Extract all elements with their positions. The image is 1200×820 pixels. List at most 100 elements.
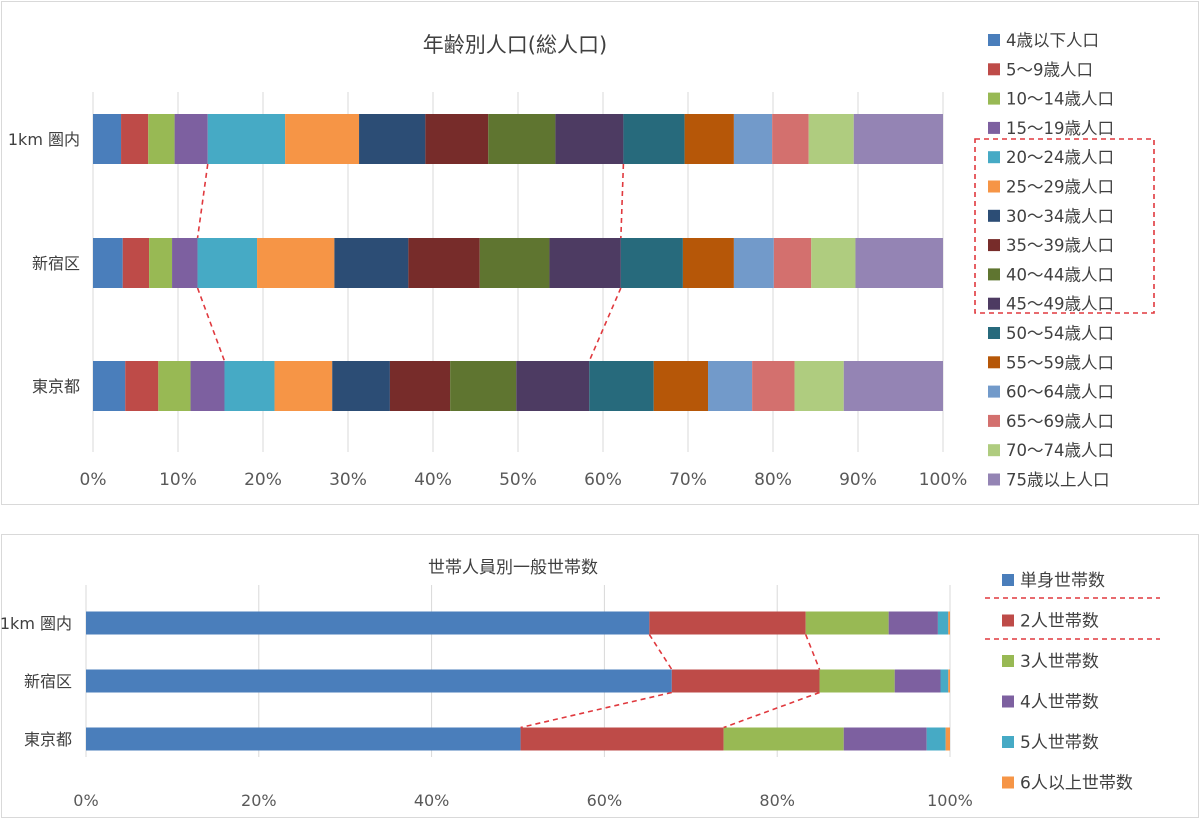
bar-segment: [682, 238, 734, 288]
x-tick-label: 100%: [927, 791, 973, 810]
bar-segment: [121, 114, 149, 164]
bar-segment: [122, 238, 150, 288]
chart-title: 年齢別人口(総人口): [423, 33, 607, 57]
legend-label: 2人世帯数: [1020, 612, 1099, 632]
bar-segment: [93, 238, 123, 288]
bar-segment: [733, 238, 774, 288]
bar-segment: [805, 611, 889, 635]
bar-segment: [723, 727, 844, 751]
legend-swatch: [988, 34, 1000, 46]
legend-label: 55～59歳人口: [1006, 353, 1114, 372]
bar-segment: [408, 238, 480, 288]
legend-label: 4人世帯数: [1020, 693, 1099, 713]
bar-segment: [93, 114, 122, 164]
category-label: 1km 圏内: [0, 614, 72, 633]
category-label: 新宿区: [32, 254, 80, 273]
bar-segment: [589, 361, 654, 411]
bar-segment: [671, 669, 820, 693]
bar-segment: [853, 114, 943, 164]
bar-segment: [623, 114, 685, 164]
legend-swatch: [1002, 655, 1014, 667]
comparison-guide-line: [196, 287, 226, 362]
bar-segment: [937, 611, 949, 635]
bar-segment: [190, 361, 225, 411]
bar-segment: [149, 238, 173, 288]
legend-swatch: [988, 356, 1000, 369]
bar-segment: [940, 669, 949, 693]
legend-swatch: [1002, 736, 1014, 748]
bar-segment: [773, 238, 812, 288]
bar-segment: [174, 114, 208, 164]
bar-segment: [808, 114, 854, 164]
bar-segment: [733, 114, 773, 164]
legend-swatch: [988, 473, 1000, 486]
category-label: 東京都: [32, 377, 80, 396]
bar-segment: [93, 361, 126, 411]
bar-segment: [620, 238, 683, 288]
x-tick-label: 80%: [759, 791, 795, 810]
bar-segment: [257, 238, 335, 288]
legend-swatch: [1002, 776, 1014, 789]
comparison-guide-line: [804, 634, 821, 670]
legend-label: 15～19歳人口: [1006, 119, 1114, 138]
x-tick-label: 20%: [244, 470, 282, 490]
bar-segment: [86, 669, 672, 693]
legend-swatch: [988, 209, 1000, 222]
bar-segment: [945, 727, 950, 751]
legend-label: 4歳以下人口: [1006, 31, 1099, 50]
bar-segment: [158, 361, 191, 411]
legend-label: 10～14歳人口: [1006, 90, 1114, 109]
x-tick-label: 20%: [241, 791, 277, 810]
x-tick-label: 30%: [329, 470, 367, 490]
bar-segment: [389, 361, 451, 411]
bar-segment: [516, 361, 590, 411]
bar-segment: [148, 114, 175, 164]
legend-swatch: [988, 121, 1000, 134]
bar-segment: [520, 727, 724, 751]
legend-swatch: [988, 239, 1000, 252]
x-tick-label: 0%: [73, 791, 98, 810]
legend-label: 45～49歳人口: [1006, 295, 1114, 314]
bar-segment: [708, 361, 753, 411]
bar-segment: [359, 114, 426, 164]
bar-segment: [684, 114, 734, 164]
legend-label: 40～44歳人口: [1006, 265, 1114, 284]
legend-label: 70～74歳人口: [1006, 441, 1114, 460]
legend-swatch: [988, 180, 1000, 193]
bar-segment: [224, 361, 275, 411]
x-tick-label: 100%: [919, 470, 968, 490]
legend-swatch: [988, 327, 1000, 339]
comparison-guide-line: [723, 691, 820, 729]
bar-segment: [555, 114, 624, 164]
legend-swatch: [988, 385, 1000, 398]
bar-segment: [86, 611, 650, 635]
x-tick-label: 40%: [414, 791, 450, 810]
comparison-guide-line: [588, 287, 622, 362]
bar-segment: [948, 669, 950, 693]
legend-label: 30～34歳人口: [1006, 207, 1114, 226]
x-tick-label: 10%: [159, 470, 197, 490]
legend-label: 6人以上世帯数: [1020, 774, 1133, 794]
chart-2: 0% 20% 40% 60% 80% 100% 世帯人員別一般世帯数 1km 圏内新宿区東京都…: [0, 534, 1199, 818]
legend-label: 3人世帯数: [1020, 652, 1099, 672]
legend-swatch: [1002, 574, 1014, 586]
bar-segment: [125, 361, 159, 411]
bar-segment: [488, 114, 556, 164]
bar-segment: [479, 238, 550, 288]
comparison-guide-line: [520, 691, 672, 729]
x-tick-label: 80%: [754, 470, 792, 490]
legend-highlight-box: [974, 138, 1155, 314]
legend-swatch: [988, 63, 1000, 76]
bar-segment: [450, 361, 517, 411]
bar-segment: [653, 361, 709, 411]
comparison-guide-line: [620, 163, 625, 239]
legend-label: 50～54歳人口: [1006, 324, 1114, 343]
bar-segment: [926, 727, 946, 751]
legend-label: 20～24歳人口: [1006, 148, 1114, 167]
bar-segment: [197, 238, 258, 288]
legend-swatch: [988, 268, 1000, 281]
legend-swatch: [988, 92, 1000, 105]
bar-segment: [425, 114, 489, 164]
bar-segment: [549, 238, 621, 288]
